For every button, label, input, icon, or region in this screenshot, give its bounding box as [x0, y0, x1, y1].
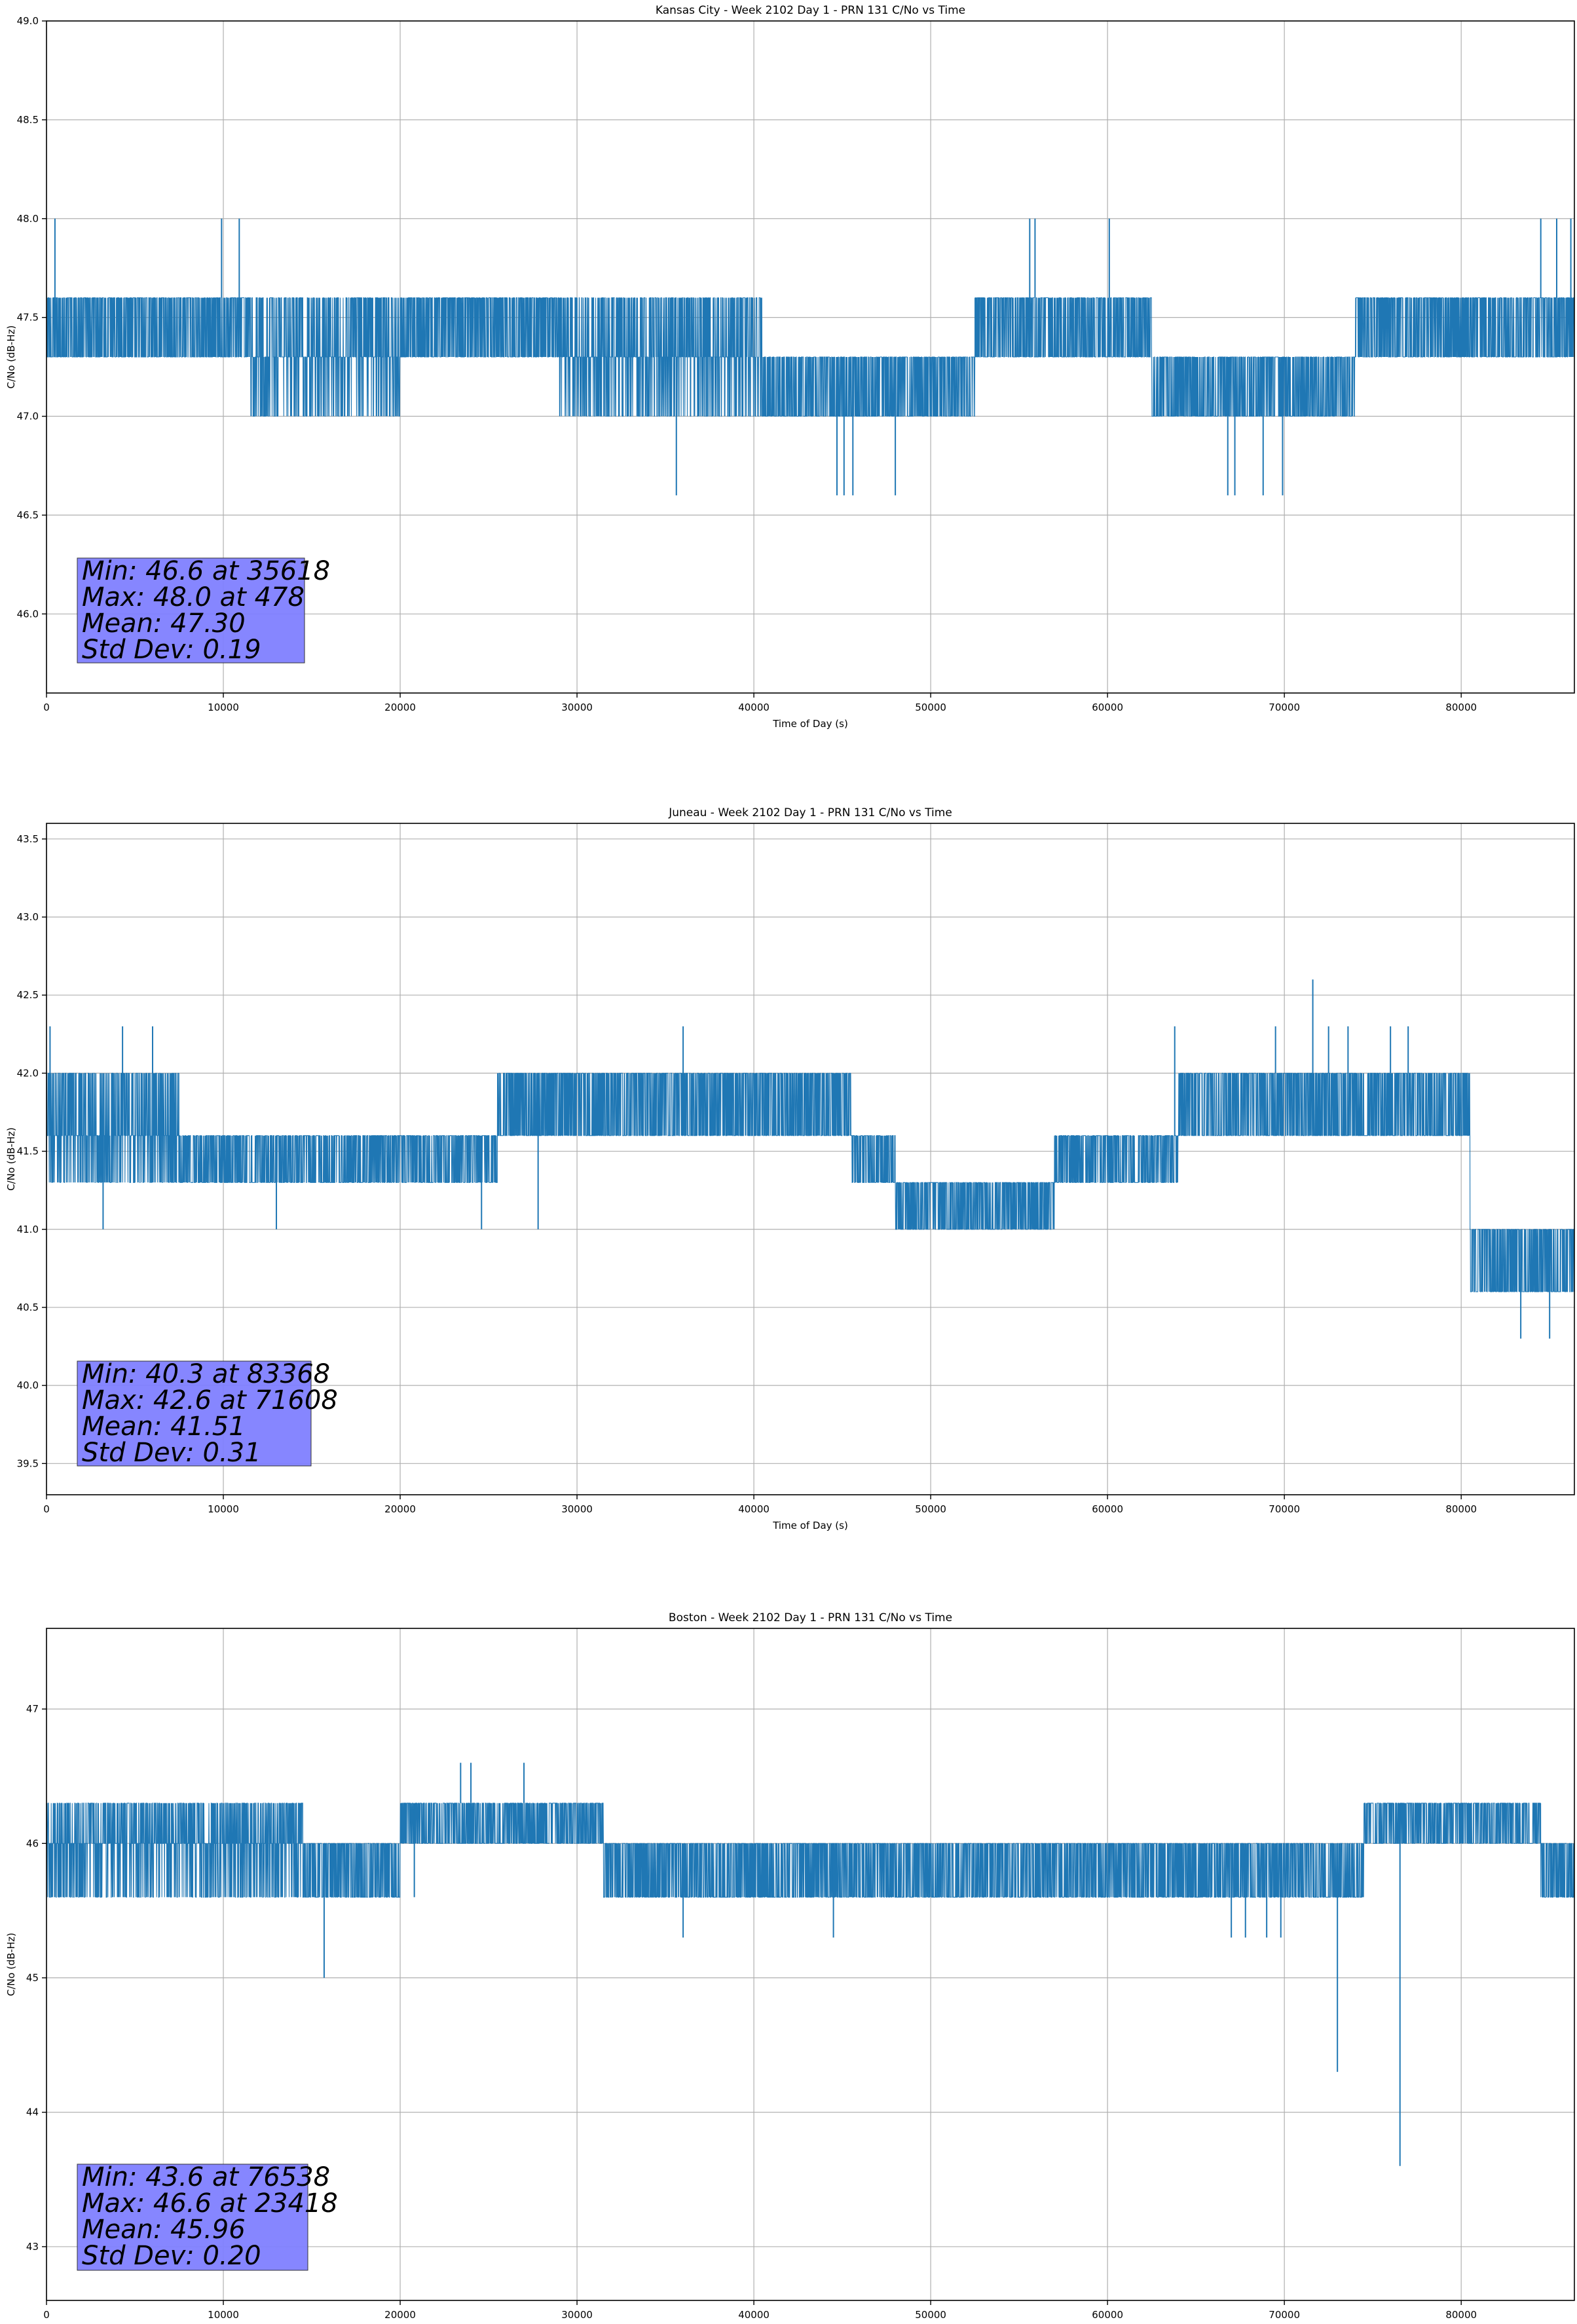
stats-line: Max: 48.0 at 478: [82, 582, 305, 612]
chart-title: Kansas City - Week 2102 Day 1 - PRN 131 …: [656, 4, 965, 17]
x-axis-label: Time of Day (s): [772, 718, 848, 730]
stats-line: Std Dev: 0.31: [82, 1438, 261, 1468]
series-line: [46, 297, 1575, 417]
x-tick-label: 10000: [208, 2309, 239, 2321]
y-axis-label: C/No (dB-Hz): [5, 1127, 17, 1191]
stats-line: Min: 43.6 at 76538: [82, 2162, 330, 2192]
x-tick-label: 0: [43, 1503, 50, 1515]
x-tick-label: 60000: [1092, 702, 1123, 713]
x-tick-label: 60000: [1092, 1503, 1123, 1515]
x-tick-label: 70000: [1269, 2309, 1300, 2321]
stats-line: Max: 42.6 at 71608: [82, 1385, 338, 1415]
x-tick-label: 10000: [208, 702, 239, 713]
stats-box: [77, 557, 305, 664]
x-tick-label: 60000: [1092, 2309, 1123, 2321]
y-tick-label: 47.0: [17, 411, 39, 422]
chart-title: Juneau - Week 2102 Day 1 - PRN 131 C/No …: [668, 806, 952, 819]
x-tick-label: 40000: [738, 2309, 770, 2321]
stats-line: Min: 46.6 at 35618: [82, 556, 330, 586]
x-tick-label: 50000: [915, 1503, 946, 1515]
y-tick-label: 46.0: [17, 608, 39, 620]
x-tick-label: 20000: [384, 2309, 416, 2321]
stats-box: [77, 2164, 308, 2271]
y-axis-label: C/No (dB-Hz): [5, 326, 17, 389]
x-tick-label: 30000: [561, 1503, 593, 1515]
y-tick-label: 43: [26, 2241, 39, 2253]
y-tick-label: 41.5: [17, 1146, 39, 1157]
y-tick-label: 48.5: [17, 114, 39, 126]
x-tick-label: 40000: [738, 702, 770, 713]
x-tick-label: 10000: [208, 1503, 239, 1515]
y-axis-label: C/No (dB-Hz): [5, 1933, 17, 1996]
y-tick-label: 42.5: [17, 989, 39, 1001]
y-tick-label: 40.5: [17, 1302, 39, 1313]
x-tick-label: 50000: [915, 2309, 946, 2321]
stats-line: Max: 46.6 at 23418: [82, 2188, 338, 2219]
chart-panel-1: 0 10000 20000 30000 40000 50000 60000 70000 8000…: [5, 4, 1575, 730]
stats-line: Mean: 47.30: [82, 609, 246, 639]
stats-line: Mean: 45.96: [82, 2215, 246, 2245]
x-tick-label: 30000: [561, 702, 593, 713]
x-tick-label: 80000: [1445, 2309, 1477, 2321]
x-tick-label: 0: [43, 2309, 50, 2321]
plot-frame: [46, 1628, 1575, 2301]
stats-box: [77, 1360, 312, 1467]
chart-panel-2: 0 10000 20000 30000 40000 50000 60000 70000 8000…: [5, 806, 1575, 1531]
y-tick-label: 43.0: [17, 911, 39, 923]
y-tick-label: 49.0: [17, 15, 39, 27]
x-tick-label: 70000: [1269, 702, 1300, 713]
y-tick-label: 40.0: [17, 1379, 39, 1391]
x-tick-label: 70000: [1269, 1503, 1300, 1515]
x-tick-label: 50000: [915, 702, 946, 713]
x-axis-label: Time of Day (s): [772, 1520, 848, 1531]
x-tick-label: 30000: [561, 2309, 593, 2321]
series-line: [46, 1803, 1575, 1898]
x-tick-label: 80000: [1445, 1503, 1477, 1515]
x-tick-label: 20000: [384, 1503, 416, 1515]
y-tick-label: 42.0: [17, 1067, 39, 1079]
stats-line: Std Dev: 0.19: [82, 635, 261, 665]
x-tick-label: 40000: [738, 1503, 770, 1515]
plot-frame: [46, 20, 1575, 694]
y-tick-label: 39.5: [17, 1457, 39, 1469]
chart-panel-3: 0 10000 20000 30000 40000 50000 60000 70000 8000…: [5, 1611, 1575, 2321]
y-tick-label: 44: [26, 2107, 39, 2118]
stats-line: Mean: 41.51: [82, 1412, 246, 1442]
x-tick-label: 0: [43, 702, 50, 713]
y-tick-label: 43.5: [17, 833, 39, 845]
y-tick-label: 46: [26, 1837, 39, 1849]
y-tick-label: 47.5: [17, 312, 39, 324]
chart-title: Boston - Week 2102 Day 1 - PRN 131 C/No …: [669, 1611, 952, 1624]
stats-line: Min: 40.3 at 83368: [82, 1359, 330, 1389]
plot-frame: [46, 823, 1575, 1495]
stats-line: Std Dev: 0.20: [82, 2241, 261, 2271]
y-tick-label: 47: [26, 1703, 39, 1715]
x-tick-label: 80000: [1445, 702, 1477, 713]
y-tick-label: 45: [26, 1972, 39, 1984]
x-tick-label: 20000: [384, 702, 416, 713]
y-tick-label: 41.0: [17, 1224, 39, 1235]
y-tick-label: 48.0: [17, 213, 39, 225]
series-line: [46, 1072, 1575, 1292]
y-tick-label: 46.5: [17, 509, 39, 521]
